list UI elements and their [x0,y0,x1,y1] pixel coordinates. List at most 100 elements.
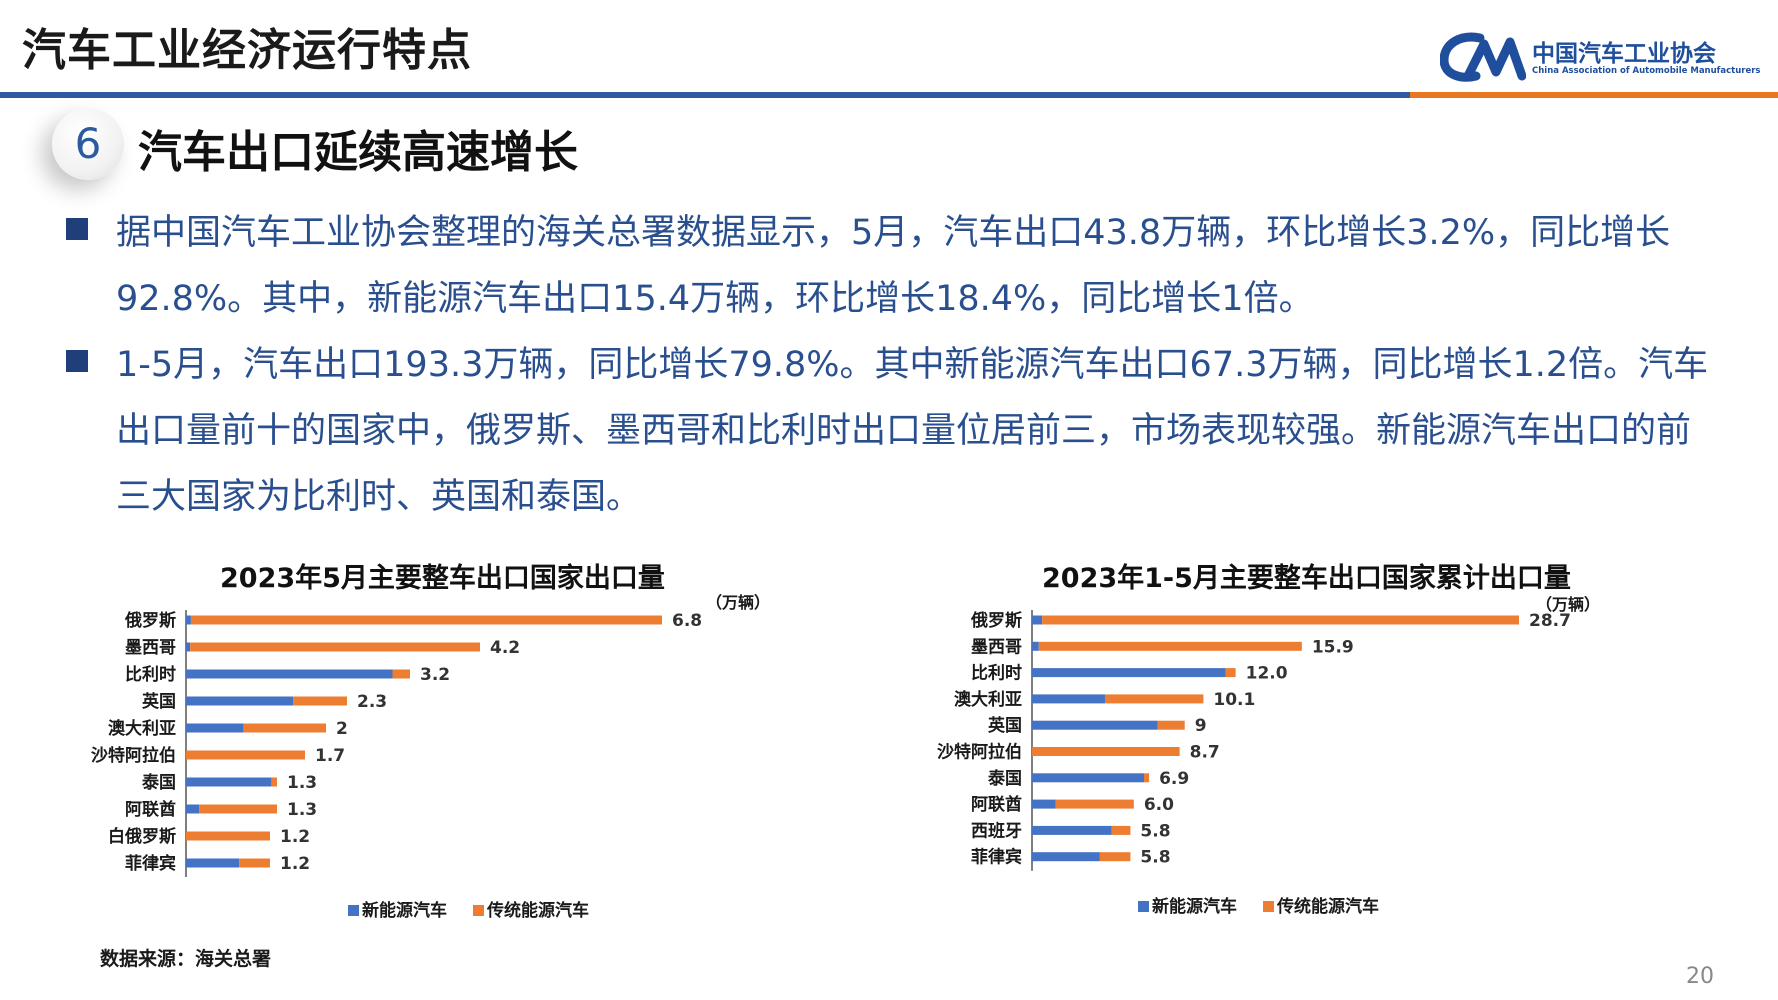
category-label: 英国 [142,691,176,712]
bar-ice-segment [239,858,270,868]
bullet-text: 据中国汽车工业协会整理的海关总署数据显示，5月，汽车出口43.8万辆，环比增长3… [116,213,1671,319]
category-label: 西班牙 [971,821,1022,841]
bar-nev-segment [186,642,191,652]
data-label: 2.3 [357,692,387,712]
bar-ice-segment [271,777,277,787]
category-label: 白俄罗斯 [108,826,176,847]
caam-logo-mark-icon [1440,32,1526,82]
page-title: 汽车工业经济运行特点 [22,25,472,76]
bar-ice-segment [186,831,270,841]
category-label: 比利时 [125,664,176,685]
category-label: 澳大利亚 [954,689,1022,710]
chart-title-jan-may: 2023年1-5月主要整车出口国家累计出口量 [1042,563,1571,594]
bar-nev-segment [1032,615,1043,625]
bar-chart-may: （万辆） 俄罗斯 6.8 墨西哥 4.2 比利时 3.2 英国 2.3 澳大利亚 2 沙特阿拉伯 1.7… [91,593,770,921]
bar-ice-segment [243,723,326,733]
bar-nev-segment [186,804,200,814]
bullet-item: 1-5月，汽车出口193.3万辆，同比增长79.8%。其中新能源汽车出口67.3… [66,332,1716,530]
data-label: 1.2 [280,827,310,847]
category-label: 泰国 [988,768,1022,789]
square-bullet-icon [66,218,88,240]
data-label: 12.0 [1246,664,1288,684]
logo-english-name: China Association of Automobile Manufact… [1532,66,1761,76]
bar-ice-segment [1111,825,1131,835]
bar-nev-segment [1032,825,1112,835]
bar-ice-segment [392,669,410,679]
category-label: 俄罗斯 [124,610,176,631]
data-label: 10.1 [1213,690,1255,710]
bar-ice-segment [293,696,347,706]
category-label: 阿联酋 [125,799,176,820]
bar-ice-segment [186,750,305,760]
legend-swatch [1138,901,1149,912]
bar-ice-segment [1042,615,1520,625]
data-label: 6.0 [1144,795,1174,815]
bar-nev-segment [1032,799,1056,809]
data-label: 1.3 [287,773,317,793]
category-label: 俄罗斯 [970,610,1022,631]
data-label: 3.2 [420,665,450,685]
header-rule [0,92,1778,98]
category-label: 墨西哥 [125,638,176,658]
bar-ice-segment [1225,668,1236,678]
bar-ice-segment [1104,694,1204,704]
legend-swatch [473,905,484,916]
bar-ice-segment [1055,799,1134,809]
caam-logo: 中国汽车工业协会 China Association of Automobile… [1440,30,1760,86]
data-label: 5.8 [1140,821,1170,841]
bullet-text: 1-5月，汽车出口193.3万辆，同比增长79.8%。其中新能源汽车出口67.3… [116,345,1709,517]
bar-ice-segment [190,615,662,625]
bar-ice-segment [1099,852,1131,862]
category-label: 阿联酋 [971,794,1022,815]
data-label: 1.3 [287,800,317,820]
legend-label: 新能源汽车 [1152,896,1237,917]
header-rule-blue [0,92,1410,98]
bar-ice-segment [1032,747,1180,756]
header-rule-orange [1410,92,1778,98]
legend-label: 传统能源汽车 [486,900,589,921]
category-label: 墨西哥 [971,637,1022,657]
category-label: 泰国 [142,772,176,793]
bar-ice-segment [1157,720,1185,730]
category-label: 沙特阿拉伯 [91,745,176,766]
bar-nev-segment [1032,720,1158,730]
data-label: 28.7 [1529,611,1571,631]
page-number: 20 [1686,964,1714,989]
logo-chinese-name: 中国汽车工业协会 [1532,41,1716,67]
data-label: 8.7 [1190,743,1220,763]
bar-ice-segment [1038,641,1302,651]
bar-nev-segment [186,696,294,706]
data-source-note: 数据来源：海关总署 [100,948,272,970]
chart-title-may: 2023年5月主要整车出口国家出口量 [220,563,665,594]
section-number-badge: 6 [52,108,124,180]
bar-nev-segment [1032,694,1105,704]
bar-ice-segment [190,642,480,652]
bar-nev-segment [186,669,393,679]
category-label: 澳大利亚 [108,718,176,739]
data-label: 6.9 [1159,769,1189,789]
category-label: 英国 [988,715,1022,736]
category-label: 比利时 [971,663,1022,684]
category-label: 菲律宾 [125,853,176,874]
bar-nev-segment [186,615,191,625]
data-label: 1.2 [280,854,310,874]
data-label: 5.8 [1140,848,1170,868]
category-label: 沙特阿拉伯 [937,742,1022,763]
unit-label: （万辆） [1536,595,1600,614]
bar-ice-segment [199,804,277,814]
section-title: 汽车出口延续高速增长 [138,127,578,178]
data-label: 1.7 [315,746,345,766]
bar-nev-segment [1032,668,1226,678]
bar-nev-segment [186,777,272,787]
legend-label: 传统能源汽车 [1276,896,1379,917]
legend-swatch [1263,901,1274,912]
legend-label: 新能源汽车 [362,900,447,921]
data-label: 2 [336,719,348,739]
bar-chart-jan-may: （万辆） 俄罗斯 28.7 墨西哥 15.9 比利时 12.0 澳大利亚 10.1 英国 9 沙特阿拉… [937,595,1600,917]
data-label: 9 [1195,716,1207,736]
legend-swatch [348,905,359,916]
data-label: 6.8 [672,611,702,631]
category-label: 菲律宾 [971,847,1022,868]
unit-label: （万辆） [706,593,770,612]
bar-nev-segment [1032,852,1100,862]
